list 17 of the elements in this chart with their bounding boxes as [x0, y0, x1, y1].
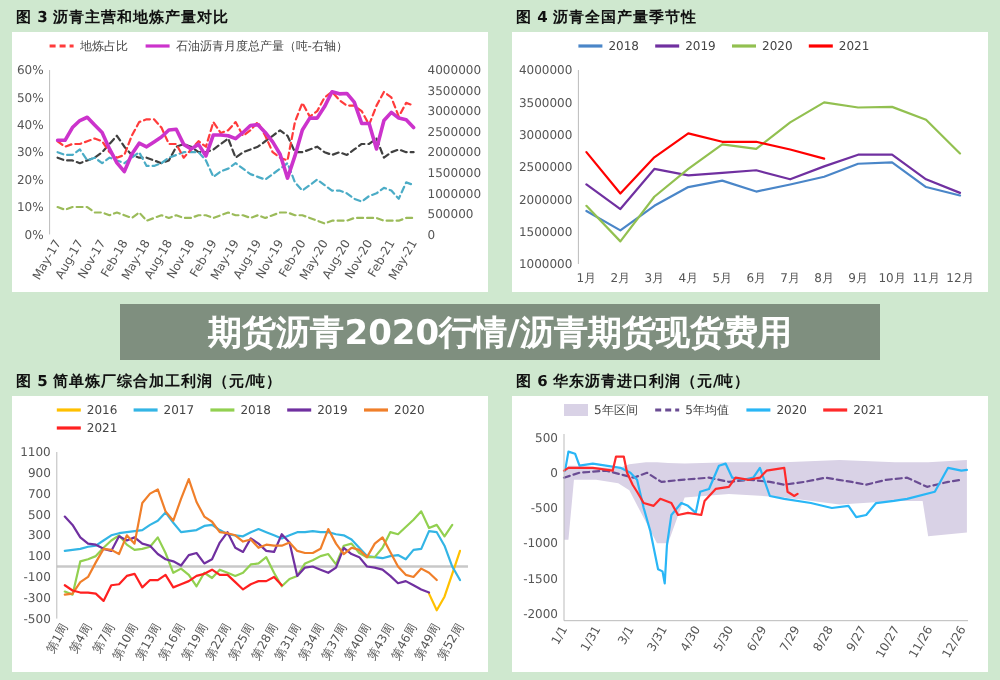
line-series: [63, 568, 283, 602]
line-series: [585, 153, 962, 211]
line-series: [56, 205, 415, 225]
line-series: [56, 90, 415, 162]
line-series: [55, 89, 416, 180]
line-series: [63, 477, 438, 596]
line-series: [564, 450, 968, 585]
line-series: [585, 101, 962, 243]
line-series: [585, 132, 826, 195]
line-series: [56, 148, 415, 203]
line-series: [56, 129, 415, 165]
line-series: [562, 469, 963, 488]
line-series: [585, 161, 962, 232]
line-series: [427, 549, 462, 612]
line-series: [63, 511, 462, 582]
text: 期货沥青2020行情/沥青期货现货费用: [206, 313, 792, 354]
line-series: [562, 455, 799, 517]
